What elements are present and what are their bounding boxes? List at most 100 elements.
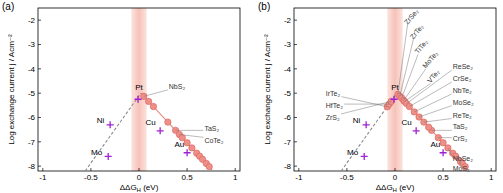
- leader-line: [144, 90, 168, 96]
- y-tick: [38, 141, 41, 142]
- tmd-point: [165, 119, 171, 125]
- y-tick-label: -8: [28, 162, 36, 171]
- metal-label: Au: [175, 140, 185, 149]
- leader-line: [432, 130, 452, 131]
- tmd-point: [145, 98, 151, 104]
- y-tick-label: -4: [28, 65, 36, 74]
- band-group: [387, 8, 402, 171]
- metal-label: Ni: [353, 116, 361, 125]
- leader-line: [419, 106, 452, 117]
- leader-line: [448, 148, 452, 155]
- metal-point: [107, 121, 114, 128]
- panel: -1-0.500.51-8-7-6-5-4-3-2ΔΔGH (eV)Log ex…: [2, 1, 240, 193]
- x-tick-label: -0.5: [340, 173, 354, 182]
- data-group: [85, 93, 212, 171]
- y-tick: [294, 117, 297, 118]
- leader-line: [424, 119, 452, 123]
- tmd-label: MoSe₂: [453, 99, 474, 106]
- metal-point: [413, 127, 420, 134]
- data-group: [341, 91, 468, 171]
- y-axis-label: Log exchange current j / Acm⁻²: [7, 34, 16, 145]
- tmd-label: VTe₂: [426, 68, 441, 84]
- leader-line: [438, 137, 451, 138]
- x-tick: [443, 168, 444, 171]
- y-tick: [294, 44, 297, 45]
- tmd-point: [141, 93, 147, 99]
- y-tick: [294, 141, 297, 142]
- metal-point: [361, 153, 368, 160]
- y-tick-label: -4: [284, 65, 292, 74]
- tmd-point: [411, 109, 417, 115]
- x-tick-label: -1: [295, 173, 303, 182]
- metal-label: Au: [431, 140, 441, 149]
- metal-label: Cu: [145, 118, 155, 127]
- leader-line: [179, 135, 203, 138]
- y-tick-label: -7: [28, 138, 36, 147]
- leader-line: [341, 97, 387, 107]
- x-axis-label: ΔΔGH (eV): [120, 183, 159, 193]
- tmd-label: MoS₂: [453, 165, 470, 172]
- tmd-label: ZrSe₂: [403, 7, 420, 25]
- x-tick-label: 1: [233, 173, 238, 182]
- x-tick-label: 0: [393, 173, 398, 182]
- x-tick-label: 0.5: [182, 173, 194, 182]
- tmd-point: [184, 140, 190, 146]
- x-tick-label: -1: [39, 173, 47, 182]
- tmd-point: [150, 103, 156, 109]
- y-tick: [38, 93, 41, 94]
- panel-label: (b): [258, 1, 270, 12]
- label-group: ZrSe₂ZrTe₂TiTe₂MoTe₂VTe₂IrTe₂HfTe₂ZrS₂Re…: [326, 7, 474, 172]
- x-tick-label: 0.5: [438, 173, 450, 182]
- y-tick-label: -2: [28, 16, 36, 25]
- volcano-line: [341, 93, 397, 171]
- metal-label: Cu: [401, 118, 411, 127]
- x-tick-label: 1: [489, 173, 494, 182]
- panel-label: (a): [2, 1, 14, 12]
- y-tick-label: -6: [284, 113, 292, 122]
- tmd-point: [189, 145, 195, 151]
- metal-point: [135, 96, 142, 103]
- y-tick-label: -7: [284, 138, 292, 147]
- y-tick-label: -3: [284, 40, 292, 49]
- metal-label: Pt: [391, 83, 399, 92]
- plot-frame: [38, 8, 240, 171]
- x-tick-label: -0.5: [84, 173, 98, 182]
- tmd-label: ReTe₂: [453, 112, 472, 119]
- metal-label: Mo: [91, 148, 103, 157]
- figure: -1-0.500.51-8-7-6-5-4-3-2ΔΔGH (eV)Log ex…: [0, 0, 503, 193]
- x-tick: [395, 168, 396, 171]
- tmd-point: [421, 119, 427, 125]
- leader-line: [341, 101, 391, 114]
- y-tick-label: -8: [284, 162, 292, 171]
- tmd-label: CoTe₂: [204, 137, 223, 144]
- x-tick: [491, 168, 492, 171]
- y-tick: [38, 166, 41, 167]
- metal-label: Pt: [135, 83, 143, 92]
- x-tick: [235, 168, 236, 171]
- x-tick: [139, 168, 140, 171]
- y-tick-label: -6: [28, 113, 36, 122]
- x-axis-label-part: (eV): [397, 183, 415, 192]
- leader-line: [400, 40, 413, 97]
- tmd-point: [425, 124, 431, 130]
- leader-line: [407, 70, 452, 103]
- band-group: [131, 8, 146, 171]
- y-tick: [38, 20, 41, 21]
- metal-point: [391, 96, 398, 103]
- x-tick: [346, 168, 347, 171]
- tmd-label: ZrS₂: [326, 114, 340, 121]
- leader-line: [176, 130, 204, 131]
- metal-point: [363, 121, 370, 128]
- tmd-label: CrSe₂: [453, 75, 472, 82]
- metal-point: [184, 149, 191, 156]
- metal-point: [105, 153, 112, 160]
- leader-line: [460, 162, 461, 166]
- y-tick-label: -3: [28, 40, 36, 49]
- tmd-point: [406, 103, 412, 109]
- tmd-point: [206, 163, 212, 169]
- x-tick: [187, 168, 188, 171]
- optimal-band: [387, 8, 402, 171]
- volcano-line: [85, 93, 141, 171]
- y-tick: [294, 20, 297, 21]
- metal-point: [440, 149, 447, 156]
